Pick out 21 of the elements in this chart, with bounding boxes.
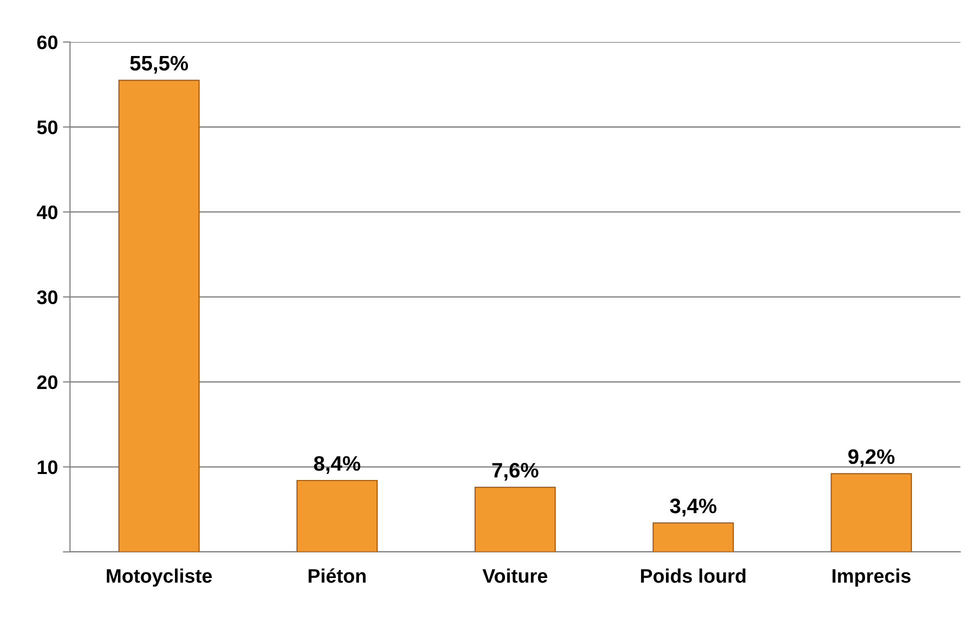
bar (118, 80, 200, 552)
x-tick-label: Motoycliste (106, 568, 212, 587)
x-tick-label: Piéton (308, 568, 366, 583)
bar (652, 522, 734, 552)
data-label: 8,4% (314, 456, 360, 474)
y-tick-label: 30 (37, 290, 58, 304)
bar (296, 480, 378, 552)
x-tick-label: Poids lourd (641, 568, 746, 583)
data-label: 9,2% (848, 449, 894, 468)
y-tick-label: 50 (37, 120, 58, 134)
y-tick-label: 60 (37, 35, 58, 50)
x-tick-label: Voiture (482, 568, 548, 583)
data-label: 55,5% (130, 56, 188, 74)
data-label: 7,6% (492, 462, 538, 481)
bar (474, 486, 556, 552)
y-tick-label: 20 (37, 375, 58, 390)
x-tick-label: Imprecis (832, 568, 910, 587)
y-tick-label: 40 (36, 205, 58, 220)
data-label: 3,4% (670, 498, 716, 516)
bar (830, 473, 912, 552)
y-tick-label: 10 (38, 460, 58, 474)
